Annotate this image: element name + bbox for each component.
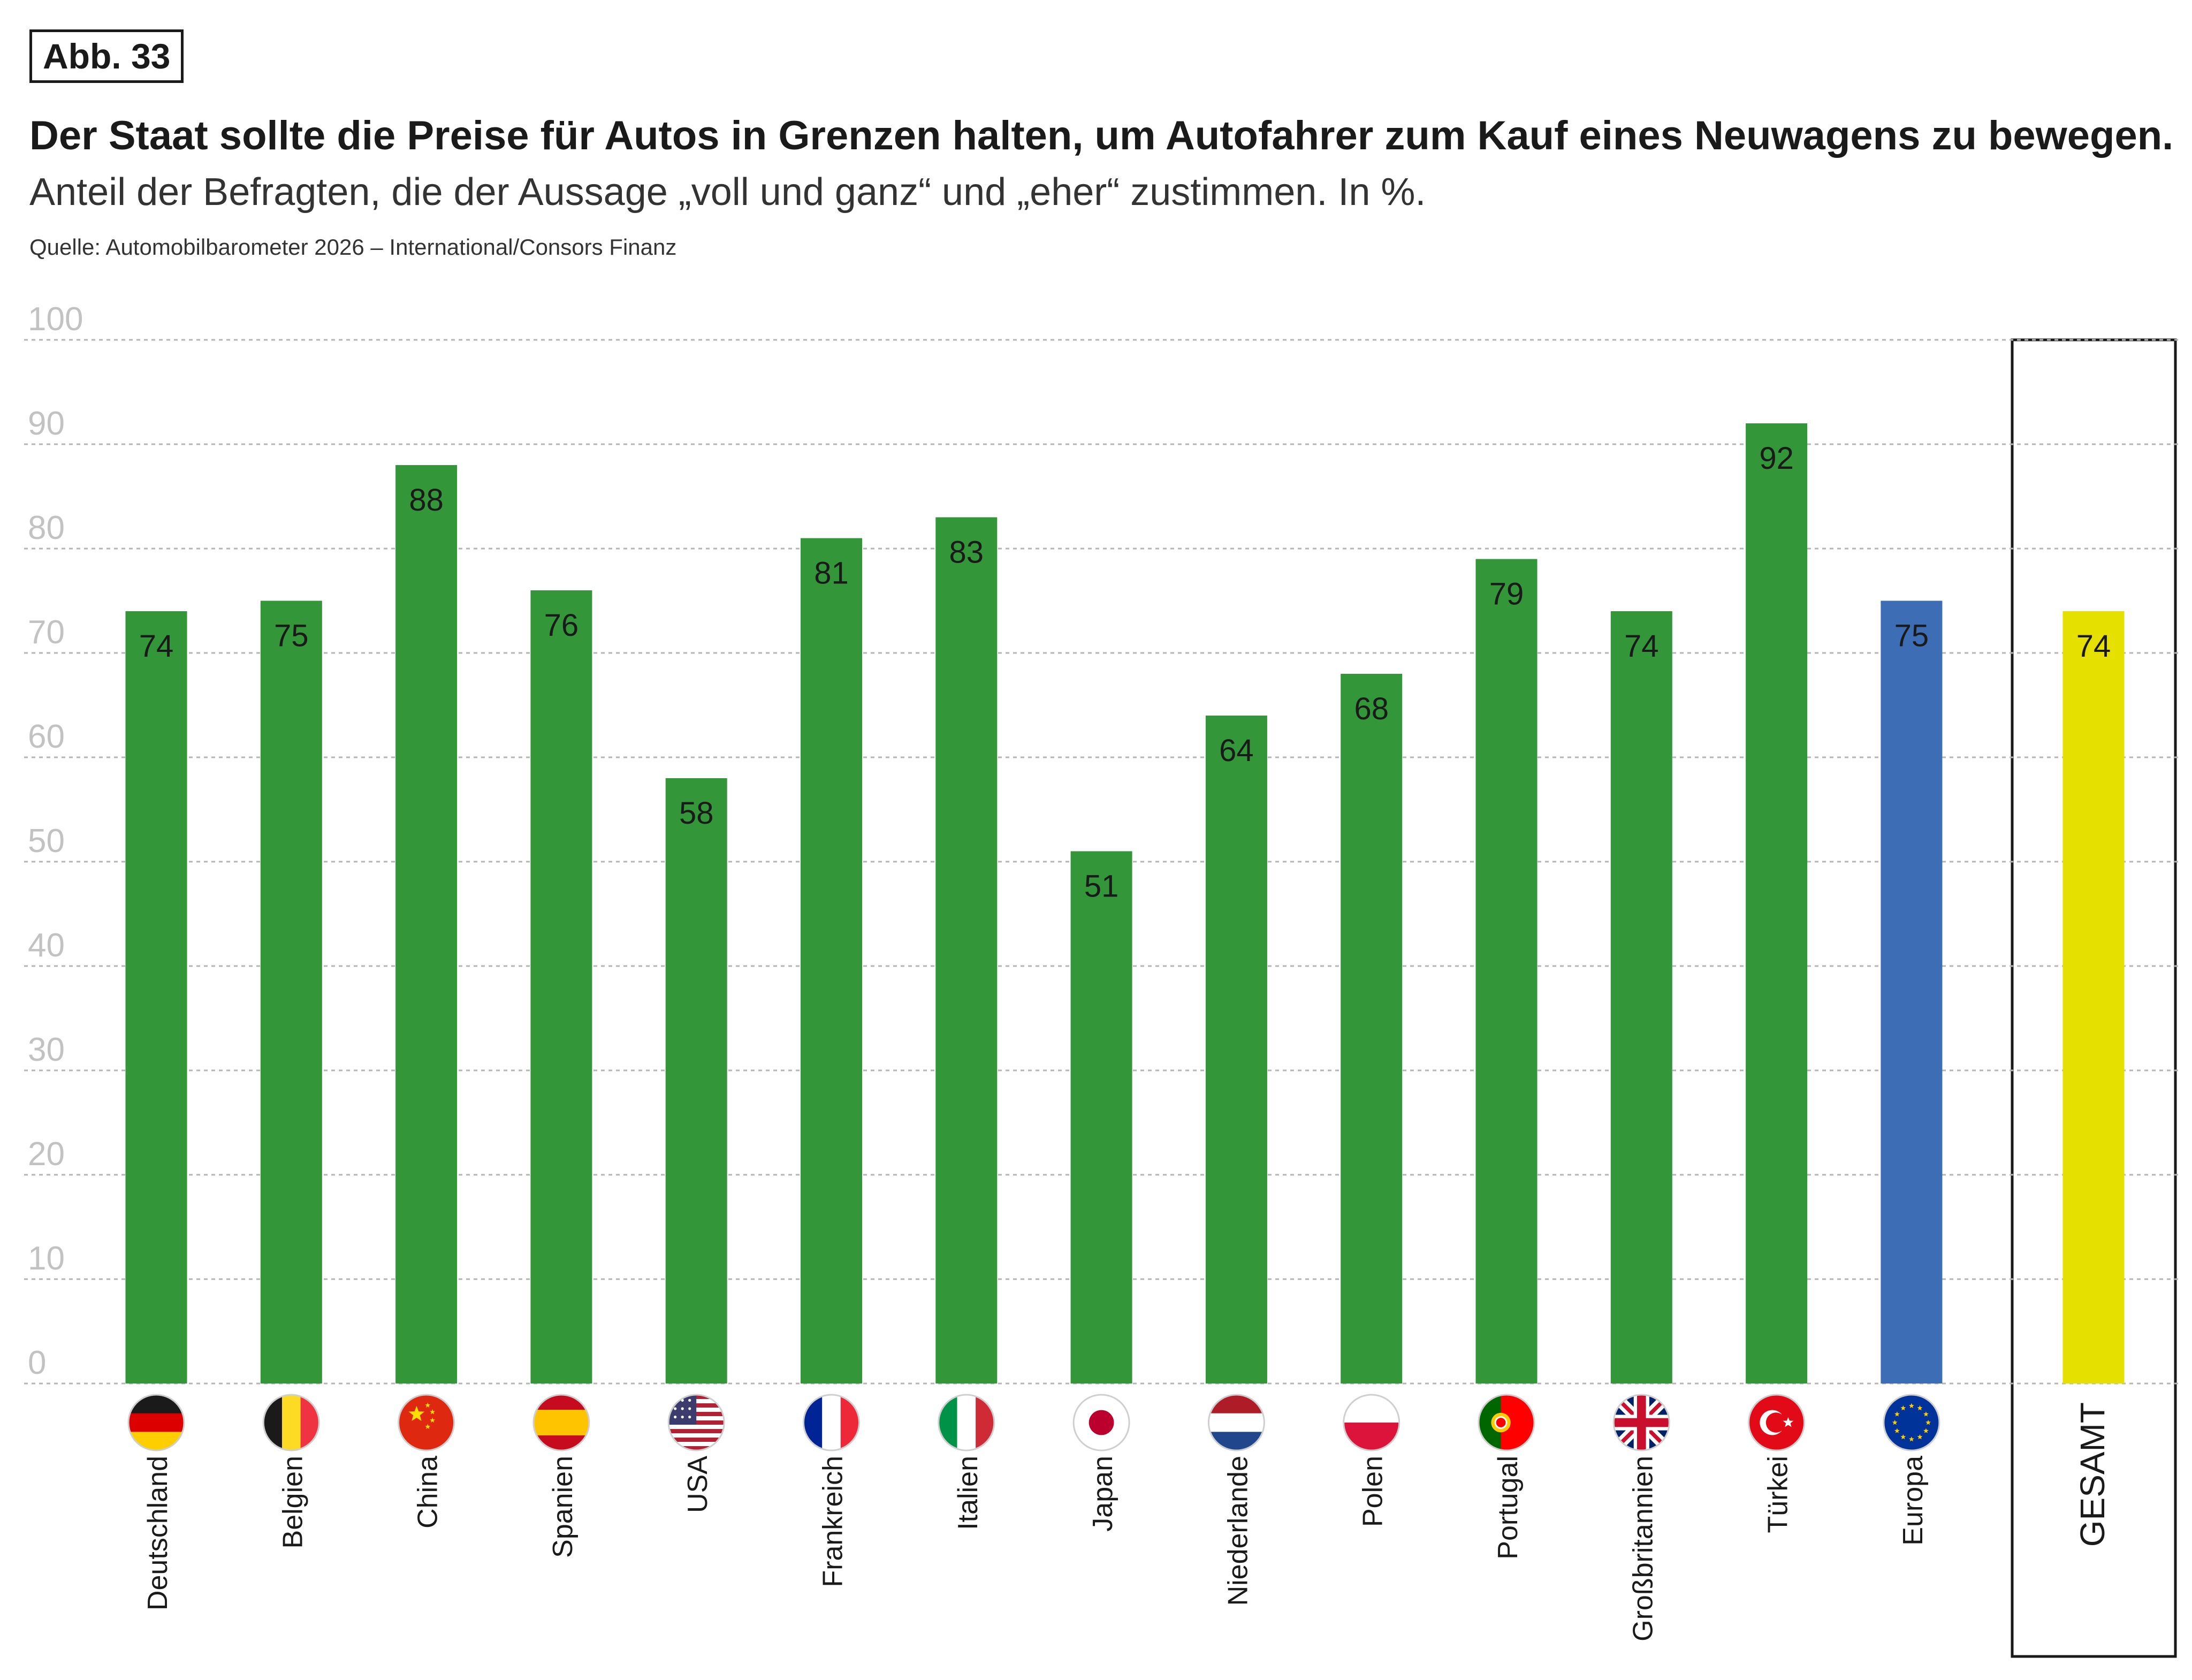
bar-value-label: 74: [139, 629, 174, 664]
bar-value-label: 81: [814, 556, 849, 591]
y-tick-label: 100: [28, 301, 83, 338]
bar-value-label: 68: [1354, 691, 1389, 726]
bar-portugal: [1475, 559, 1538, 1383]
y-tick-label: 10: [28, 1240, 65, 1277]
x-category-label: Frankreich: [818, 1456, 849, 1587]
x-category-label: Großbritannien: [1627, 1456, 1658, 1641]
turkey-flag-icon: [1748, 1394, 1806, 1451]
y-tick-label: 50: [28, 823, 65, 860]
x-category-label: Polen: [1358, 1456, 1389, 1527]
x-category-label: USA: [682, 1456, 713, 1513]
bar-belgien: [260, 600, 322, 1383]
bar-japan: [1070, 851, 1132, 1383]
bar-gesamt: [2062, 611, 2125, 1383]
bar-niederlande: [1205, 716, 1267, 1383]
x-category-label: GESAMT: [2073, 1402, 2112, 1547]
bar-deutschland: [125, 611, 187, 1383]
y-tick-label: 80: [28, 510, 65, 546]
netherlands-flag-icon: [1207, 1394, 1265, 1451]
belgium-flag-icon: [262, 1394, 320, 1451]
bar-spanien: [530, 590, 592, 1383]
x-category-label: Deutschland: [142, 1456, 173, 1610]
china-flag-icon: [398, 1394, 455, 1451]
italy-flag-icon: [938, 1394, 995, 1451]
usa-flag-icon: [667, 1394, 725, 1451]
x-category-label: Niederlande: [1222, 1456, 1253, 1606]
france-flag-icon: [803, 1394, 860, 1451]
chart-title: Der Staat sollte die Preise für Autos in…: [29, 113, 2174, 158]
bar-großbritannien: [1610, 611, 1672, 1383]
chart-source: Quelle: Automobilbarometer 2026 – Intern…: [29, 234, 677, 260]
bar-italien: [935, 517, 998, 1383]
chart-subtitle: Anteil der Befragten, die der Aussage „v…: [29, 171, 1426, 214]
germany-flag-icon: [127, 1394, 185, 1451]
bar-value-label: 79: [1489, 577, 1524, 612]
bar-china: [395, 465, 458, 1383]
japan-flag-icon: [1072, 1394, 1130, 1451]
bar-value-label: 83: [949, 535, 984, 570]
x-category-label: Portugal: [1493, 1456, 1524, 1560]
eu-flag-icon: [1883, 1394, 1940, 1451]
x-category-label: Spanien: [547, 1456, 579, 1558]
y-tick-label: 0: [28, 1344, 46, 1381]
y-tick-label: 90: [28, 405, 65, 442]
bar-value-label: 75: [274, 619, 309, 653]
y-tick-label: 30: [28, 1031, 65, 1068]
x-category-label: Türkei: [1763, 1456, 1794, 1533]
spain-flag-icon: [532, 1394, 590, 1451]
x-category-label: China: [413, 1456, 444, 1529]
bar-value-label: 64: [1219, 733, 1254, 768]
bar-value-label: 51: [1084, 869, 1119, 904]
bar-usa: [665, 778, 727, 1383]
bar-value-label: 76: [544, 608, 579, 643]
y-tick-label: 20: [28, 1136, 65, 1173]
bar-value-label: 75: [1894, 619, 1929, 653]
bar-frankreich: [801, 538, 862, 1383]
bar-value-label: 74: [1624, 629, 1659, 664]
bar-value-label: 92: [1759, 441, 1794, 476]
y-tick-label: 60: [28, 718, 65, 755]
y-tick-label: 70: [28, 614, 65, 651]
x-category-label: Japan: [1087, 1456, 1118, 1532]
bar-value-label: 74: [2076, 629, 2111, 664]
x-category-label: Europa: [1898, 1456, 1929, 1546]
x-category-label: Belgien: [277, 1456, 308, 1548]
bar-europa: [1881, 600, 1943, 1383]
portugal-flag-icon: [1478, 1394, 1535, 1451]
poland-flag-icon: [1343, 1394, 1401, 1451]
bar-value-label: 88: [409, 483, 444, 518]
x-category-label: Italien: [953, 1456, 984, 1530]
bar-value-label: 58: [679, 796, 714, 831]
y-tick-label: 40: [28, 927, 65, 964]
uk-flag-icon: [1612, 1394, 1670, 1451]
figure-label: Abb. 33: [29, 29, 184, 83]
bar-türkei: [1746, 423, 1808, 1383]
bar-polen: [1341, 674, 1403, 1383]
